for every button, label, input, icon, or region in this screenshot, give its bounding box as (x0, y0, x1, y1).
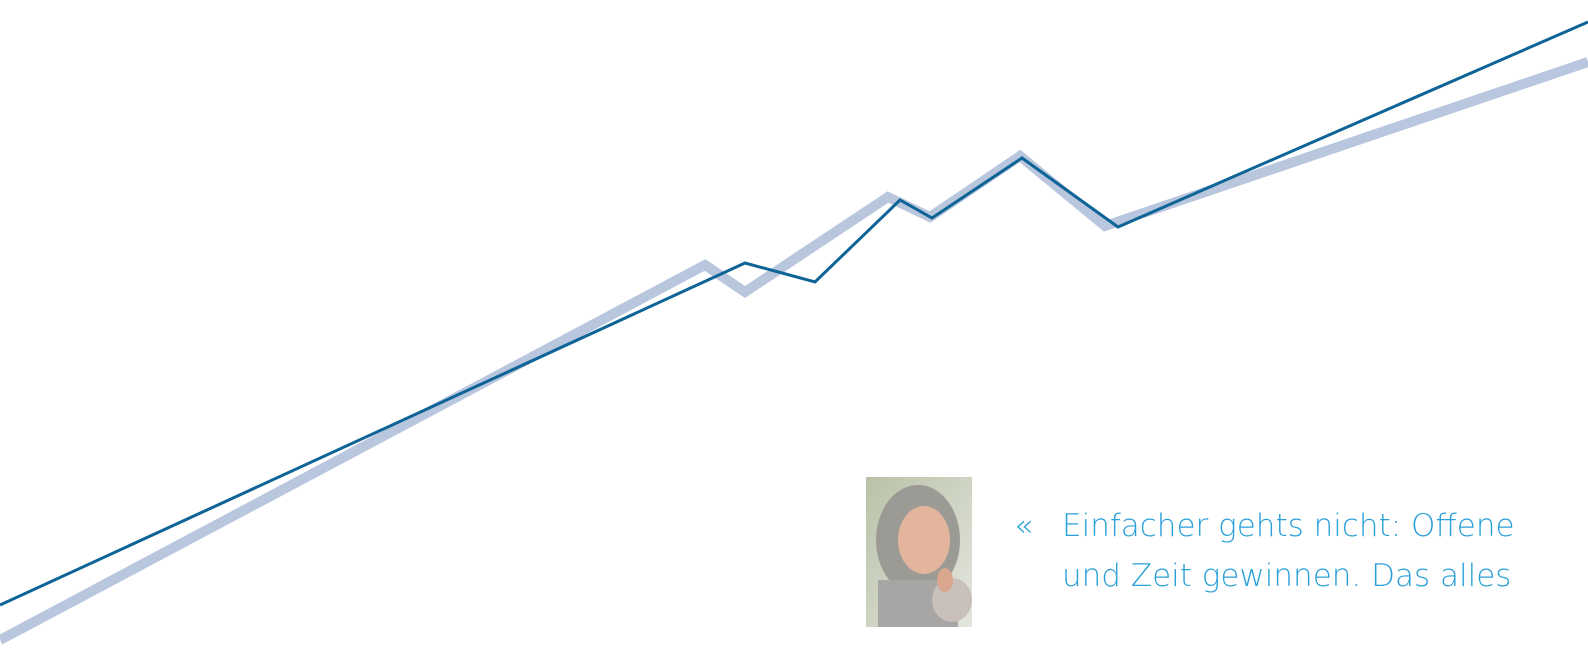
hero: « Einfacher gehts nicht: Offene und Zeit… (0, 0, 1588, 652)
quote-mark: « (1014, 508, 1033, 544)
page: « Einfacher gehts nicht: Offene und Zeit… (0, 0, 1588, 652)
quote-line: und Zeit gewinnen. Das alles (1062, 558, 1511, 594)
decor-line-light (0, 62, 1588, 640)
quote-line: Einfacher gehts nicht: Offene (1062, 508, 1515, 544)
portrait-photo (866, 477, 972, 630)
